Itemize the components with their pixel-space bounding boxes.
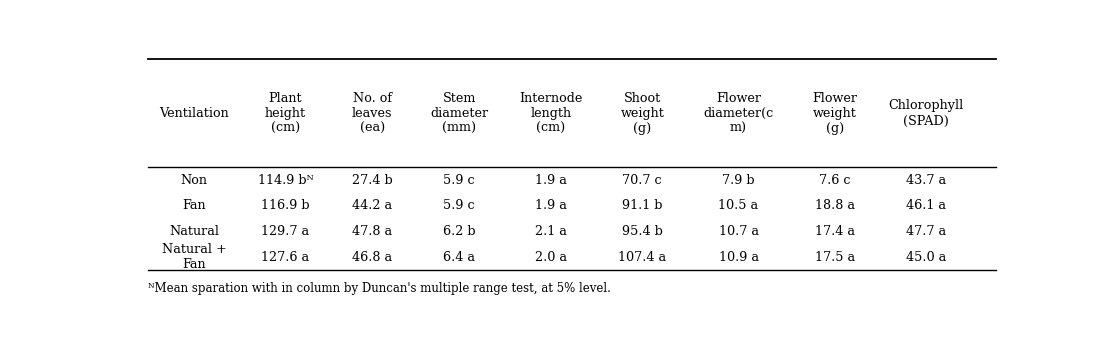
Text: Fan: Fan [182, 199, 205, 212]
Text: 7.9 b: 7.9 b [722, 174, 754, 187]
Text: 6.4 a: 6.4 a [443, 251, 475, 264]
Text: 47.7 a: 47.7 a [906, 225, 946, 238]
Text: 27.4 b: 27.4 b [352, 174, 393, 187]
Text: 44.2 a: 44.2 a [353, 199, 393, 212]
Text: 18.8 a: 18.8 a [815, 199, 855, 212]
Text: 7.6 c: 7.6 c [819, 174, 850, 187]
Text: 1.9 a: 1.9 a [535, 199, 567, 212]
Text: Natural +
Fan: Natural + Fan [162, 243, 227, 271]
Text: ᴺMean sparation with in column by Duncan's multiple range test, at 5% level.: ᴺMean sparation with in column by Duncan… [148, 282, 612, 295]
Text: 1.9 a: 1.9 a [535, 174, 567, 187]
Text: No. of
leaves
(ea): No. of leaves (ea) [352, 92, 393, 135]
Text: 6.2 b: 6.2 b [443, 225, 475, 238]
Text: 2.0 a: 2.0 a [535, 251, 567, 264]
Text: 95.4 b: 95.4 b [622, 225, 663, 238]
Text: Natural: Natural [169, 225, 219, 238]
Text: 70.7 c: 70.7 c [623, 174, 662, 187]
Text: 114.9 bᴺ: 114.9 bᴺ [258, 174, 314, 187]
Text: Flower
weight
(g): Flower weight (g) [812, 92, 857, 135]
Text: Ventilation: Ventilation [160, 107, 229, 120]
Text: Plant
height
(cm): Plant height (cm) [264, 92, 306, 135]
Text: 10.5 a: 10.5 a [719, 199, 759, 212]
Text: 10.7 a: 10.7 a [719, 225, 759, 238]
Text: 46.1 a: 46.1 a [906, 199, 946, 212]
Text: Chlorophyll
(SPAD): Chlorophyll (SPAD) [888, 100, 964, 128]
Text: 5.9 c: 5.9 c [443, 174, 475, 187]
Text: 129.7 a: 129.7 a [261, 225, 309, 238]
Text: Stem
diameter
(mm): Stem diameter (mm) [430, 92, 489, 135]
Text: 5.9 c: 5.9 c [443, 199, 475, 212]
Text: 17.4 a: 17.4 a [815, 225, 855, 238]
Text: Flower
diameter(c
m): Flower diameter(c m) [703, 92, 773, 135]
Text: 2.1 a: 2.1 a [535, 225, 567, 238]
Text: 43.7 a: 43.7 a [906, 174, 946, 187]
Text: 107.4 a: 107.4 a [618, 251, 666, 264]
Text: 47.8 a: 47.8 a [353, 225, 393, 238]
Text: Non: Non [181, 174, 208, 187]
Text: 46.8 a: 46.8 a [353, 251, 393, 264]
Text: 10.9 a: 10.9 a [719, 251, 759, 264]
Text: 17.5 a: 17.5 a [815, 251, 855, 264]
Text: 45.0 a: 45.0 a [906, 251, 946, 264]
Text: 91.1 b: 91.1 b [622, 199, 663, 212]
Text: Shoot
weight
(g): Shoot weight (g) [620, 92, 664, 135]
Text: 116.9 b: 116.9 b [261, 199, 310, 212]
Text: 127.6 a: 127.6 a [261, 251, 309, 264]
Text: Internode
length
(cm): Internode length (cm) [519, 92, 583, 135]
